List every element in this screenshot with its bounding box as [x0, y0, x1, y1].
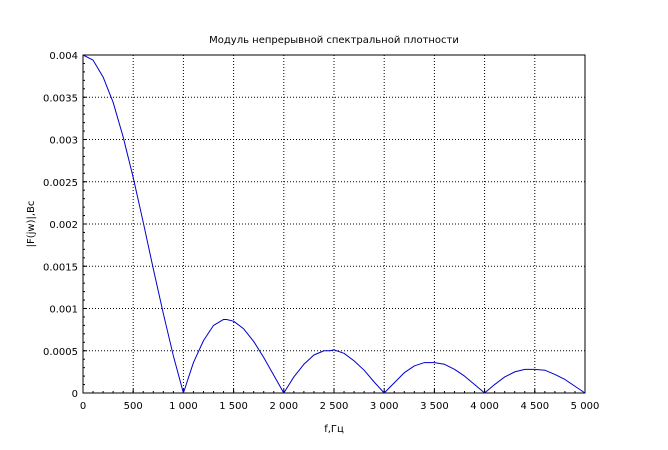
x-tick-label: 2 000 [269, 401, 298, 412]
series-line [82, 54, 586, 394]
x-tick-label: 500 [124, 401, 143, 412]
series-group [82, 54, 586, 394]
x-tick-label: 5 000 [571, 401, 600, 412]
y-tick-label: 0.004 [49, 51, 78, 62]
x-tick-label: 0 [80, 401, 86, 412]
x-tick-labels: 0 500 1 000 1 500 2 000 2 500 3 000 3 500 4 000 4… [80, 401, 600, 412]
x-tick-label: 2 500 [320, 401, 349, 412]
y-tick-label: 0.003 [49, 136, 78, 147]
grid-lines [83, 55, 585, 393]
y-tick-label: 0.0035 [43, 93, 78, 104]
chart-title: Модуль непрерывной спектральной плотност… [209, 35, 459, 46]
y-tick-label: 0.0015 [43, 262, 78, 273]
x-tick-label: 4 500 [520, 401, 549, 412]
x-tick-label: 3 500 [420, 401, 449, 412]
y-tick-label: 0.002 [49, 220, 78, 231]
y-axis-label: |F(jw)|,Bc [26, 201, 37, 248]
y-tick-labels: 0 0.0005 0.001 0.0015 0.002 0.0025 0.003 0.0035… [43, 51, 78, 400]
y-tick-label: 0.0005 [43, 347, 78, 358]
y-tick-label: 0.0025 [43, 178, 78, 189]
y-tick-label: 0.001 [49, 305, 78, 316]
x-tick-label: 4 000 [470, 401, 499, 412]
x-axis-label: f,Гц [324, 424, 344, 435]
x-tick-label: 3 000 [370, 401, 399, 412]
x-tick-label: 1 000 [169, 401, 198, 412]
y-tick-label: 0 [72, 389, 78, 400]
x-tick-label: 1 500 [219, 401, 248, 412]
plot-frame [82, 54, 586, 394]
